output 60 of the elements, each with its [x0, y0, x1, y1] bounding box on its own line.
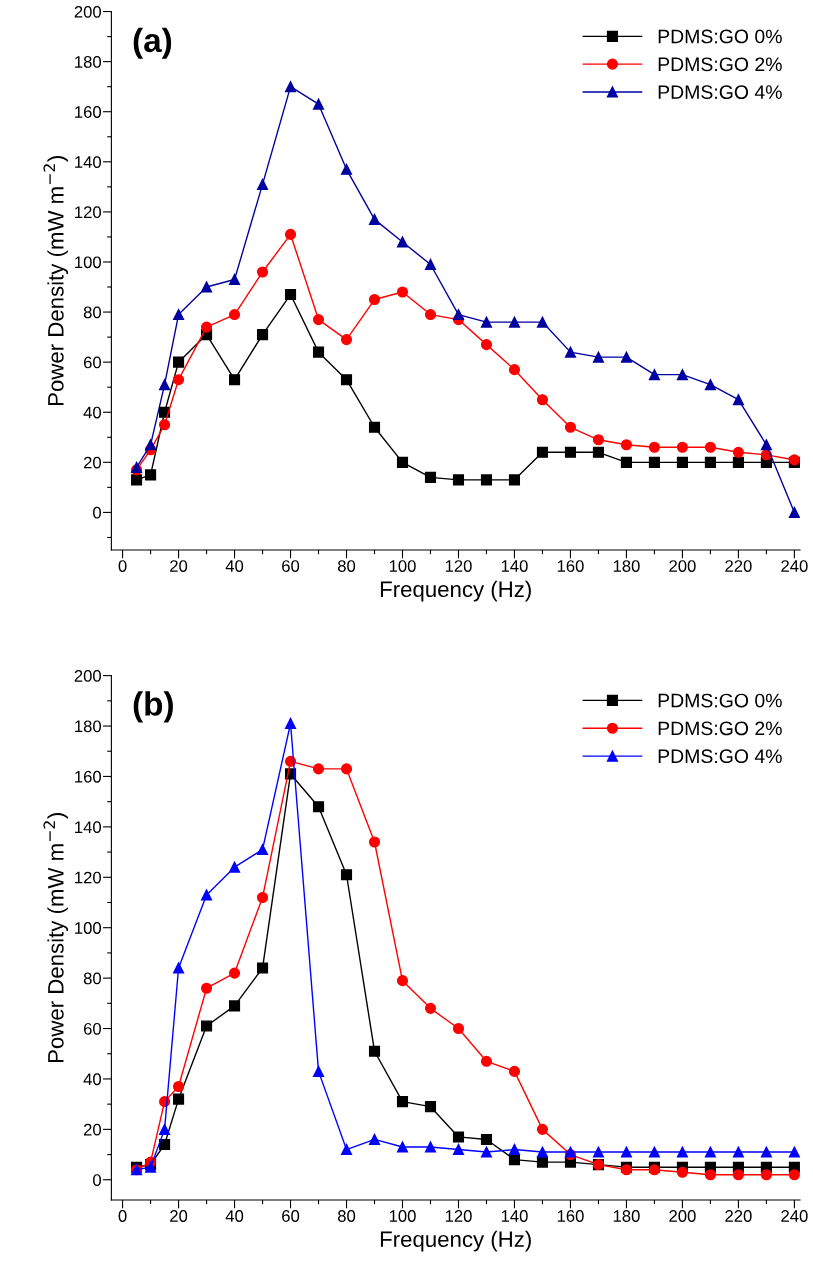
y-tick-label: 180	[75, 56, 102, 68]
x-tick-label: 80	[337, 560, 356, 572]
y-tick-label: 40	[83, 1073, 102, 1086]
y-axis-title: Power Density (mW m$^{−2}$)	[43, 813, 69, 1063]
legend-label: PDMS:GO 4%	[658, 85, 782, 100]
y-axis-title: Power Density (mW m$^{−2}$)	[43, 156, 69, 406]
legend-label: PDMS:GO 2%	[658, 721, 782, 736]
x-tick-label: 200	[669, 560, 696, 572]
y-tick-label: 20	[83, 456, 102, 469]
x-tick-label: 180	[613, 560, 640, 572]
x-tick-label: 60	[282, 560, 300, 572]
x-axis-title: Frequency (Hz)	[380, 1230, 531, 1252]
x-tick-label: 200	[669, 1210, 696, 1222]
y-tick-label: 100	[75, 256, 102, 269]
x-axis-title: Frequency (Hz)	[380, 580, 531, 602]
y-tick-label: 120	[75, 206, 102, 219]
y-tick-label: 80	[83, 972, 102, 985]
y-tick-label: 140	[75, 156, 102, 168]
legend-label: PDMS:GO 0%	[658, 693, 782, 708]
x-tick-label: 240	[781, 560, 808, 572]
y-tick-label: 100	[75, 922, 102, 934]
x-tick-label: 120	[445, 560, 472, 572]
y-tick-label: 180	[75, 720, 102, 733]
y-tick-label: 160	[75, 770, 102, 783]
x-tick-label: 160	[557, 1210, 584, 1222]
y-tick-label: 60	[83, 356, 102, 369]
y-tick-label: 0	[93, 1174, 102, 1186]
x-tick-label: 140	[501, 560, 528, 572]
x-tick-label: 100	[389, 1210, 416, 1222]
x-tick-label: 20	[170, 1210, 188, 1222]
x-tick-label: 40	[225, 560, 244, 572]
y-tick-label: 200	[74, 670, 102, 682]
x-tick-label: 160	[557, 560, 584, 572]
y-tick-label: 0	[93, 506, 102, 519]
legend-label: PDMS:GO 4%	[658, 749, 782, 764]
x-tick-label: 180	[613, 1210, 640, 1222]
x-tick-label: 220	[725, 1210, 752, 1222]
y-tick-label: 60	[83, 1022, 102, 1035]
y-tick-label: 20	[83, 1123, 102, 1136]
x-tick-label: 40	[225, 1210, 244, 1222]
y-tick-label: 80	[83, 306, 102, 319]
y-tick-label: 40	[83, 406, 102, 419]
chart-title: (a)	[133, 27, 172, 59]
x-tick-label: 120	[445, 1210, 472, 1222]
chart-title: (b)	[133, 691, 173, 723]
y-tick-label: 140	[75, 821, 102, 834]
y-tick-label: 200	[74, 5, 102, 18]
x-tick-label: 240	[781, 1210, 808, 1222]
x-tick-label: 60	[282, 1210, 300, 1222]
x-tick-label: 80	[337, 1210, 356, 1222]
x-tick-label: 100	[389, 560, 416, 572]
x-tick-label: 140	[501, 1210, 528, 1222]
x-tick-label: 0	[118, 560, 127, 572]
legend-label: PDMS:GO 0%	[658, 29, 782, 44]
legend-label: PDMS:GO 2%	[658, 57, 782, 72]
x-tick-label: 220	[725, 560, 752, 572]
y-tick-label: 160	[75, 106, 102, 118]
x-tick-label: 20	[170, 560, 188, 572]
y-tick-label: 120	[75, 871, 102, 884]
x-tick-label: 0	[118, 1210, 127, 1222]
